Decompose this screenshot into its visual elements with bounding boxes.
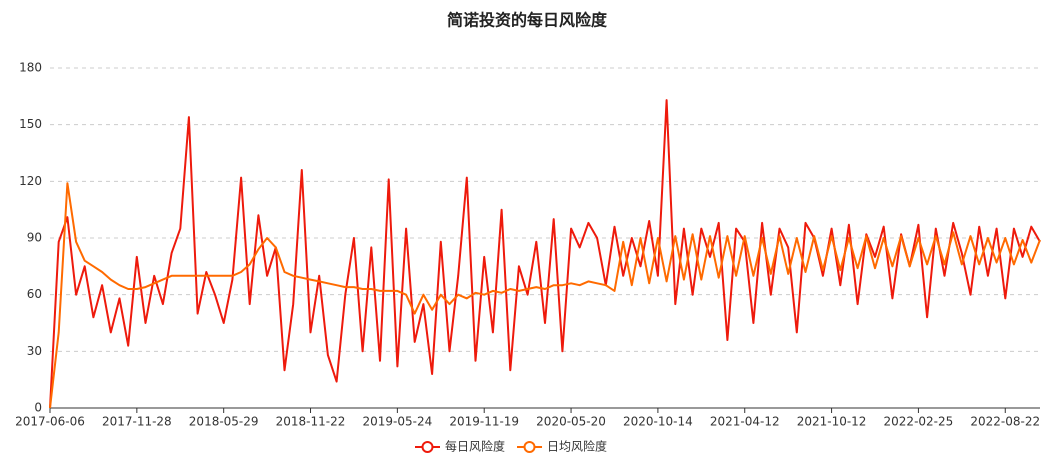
y-tick-label: 30 xyxy=(27,344,42,358)
y-tick-label: 150 xyxy=(19,117,42,131)
y-tick-label: 0 xyxy=(34,401,42,415)
chart-title: 简诺投资的每日风险度 xyxy=(447,11,608,30)
legend-marker xyxy=(523,441,536,453)
x-tick-label: 2021-04-12 xyxy=(710,415,780,429)
y-tick-label: 180 xyxy=(19,61,42,75)
series-line xyxy=(49,99,1041,409)
x-tick-label: 2020-05-20 xyxy=(536,415,606,429)
x-tick-label: 2017-11-28 xyxy=(102,415,172,429)
legend-label: 日均风险度 xyxy=(547,439,607,454)
x-tick-label: 2018-11-22 xyxy=(276,415,346,429)
y-tick-label: 120 xyxy=(19,174,42,188)
x-tick-label: 2019-11-19 xyxy=(449,415,519,429)
x-tick-label: 2022-08-22 xyxy=(970,415,1040,429)
y-tick-label: 60 xyxy=(27,287,42,301)
x-tick-label: 2019-05-24 xyxy=(362,415,432,429)
x-tick-label: 2022-02-25 xyxy=(884,415,954,429)
legend-label: 每日风险度 xyxy=(445,439,505,454)
legend-marker xyxy=(421,441,434,453)
series-line xyxy=(49,182,1041,409)
x-tick-label: 2017-06-06 xyxy=(15,415,85,429)
x-tick-label: 2021-10-12 xyxy=(797,415,867,429)
y-tick-label: 90 xyxy=(27,231,42,245)
x-tick-label: 2018-05-29 xyxy=(189,415,259,429)
x-tick-label: 2020-10-14 xyxy=(623,415,693,429)
